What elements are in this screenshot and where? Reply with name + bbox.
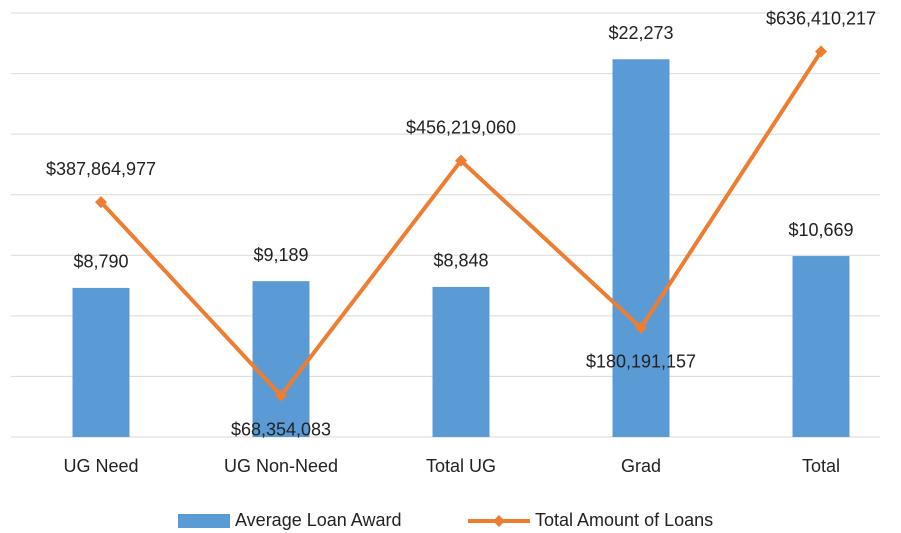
line-value-label: $180,191,157: [586, 352, 696, 372]
bar: [792, 256, 850, 437]
line-marker: [635, 321, 647, 334]
line-marker: [455, 154, 467, 167]
line-value-label: $456,219,060: [406, 117, 516, 137]
legend-label: Total Amount of Loans: [535, 510, 713, 530]
bar: [252, 281, 310, 437]
bar-value-label: $10,669: [788, 220, 853, 240]
bar-value-label: $9,189: [253, 245, 308, 265]
bar-value-label: $22,273: [608, 23, 673, 43]
line-value-label: $636,410,217: [766, 8, 876, 28]
x-tick-label: Total UG: [426, 456, 496, 476]
x-tick-label: UG Need: [63, 456, 138, 476]
x-tick-label: Total: [802, 456, 840, 476]
x-tick-label: UG Non-Need: [224, 456, 338, 476]
legend-label: Average Loan Award: [235, 510, 401, 530]
legend-marker: [493, 515, 505, 527]
line-value-label: $68,354,083: [231, 419, 331, 439]
bar-value-label: $8,848: [433, 251, 488, 271]
line-marker: [95, 196, 107, 209]
x-tick-label: Grad: [621, 456, 661, 476]
bar: [72, 287, 130, 437]
legend-swatch: [178, 514, 230, 528]
line-value-label: $387,864,977: [46, 159, 156, 179]
bar: [612, 59, 670, 438]
line-marker: [275, 389, 287, 402]
bar: [432, 286, 490, 437]
bar-value-label: $8,790: [73, 252, 128, 272]
line-marker: [815, 45, 827, 58]
